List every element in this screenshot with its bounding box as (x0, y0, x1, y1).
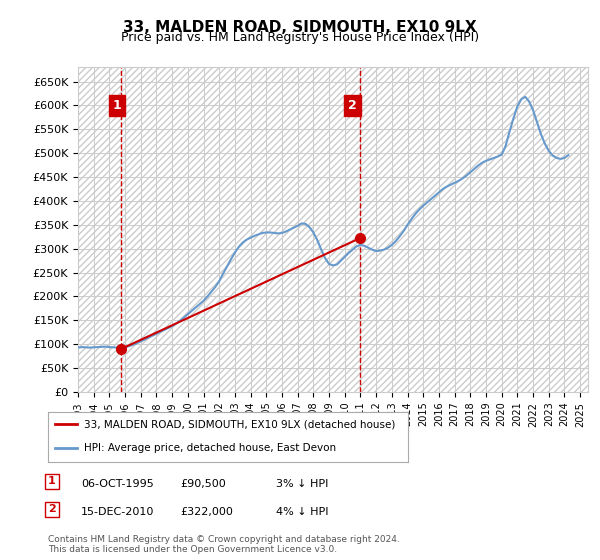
Text: 1: 1 (113, 99, 122, 112)
Text: HPI: Average price, detached house, East Devon: HPI: Average price, detached house, East… (84, 443, 336, 453)
Text: Contains HM Land Registry data © Crown copyright and database right 2024.
This d: Contains HM Land Registry data © Crown c… (48, 535, 400, 554)
Text: 1: 1 (48, 477, 56, 487)
Text: Price paid vs. HM Land Registry's House Price Index (HPI): Price paid vs. HM Land Registry's House … (121, 31, 479, 44)
Text: £322,000: £322,000 (180, 507, 233, 517)
Text: 33, MALDEN ROAD, SIDMOUTH, EX10 9LX: 33, MALDEN ROAD, SIDMOUTH, EX10 9LX (123, 20, 477, 35)
Text: 06-OCT-1995: 06-OCT-1995 (81, 479, 154, 489)
Text: 33, MALDEN ROAD, SIDMOUTH, EX10 9LX (detached house): 33, MALDEN ROAD, SIDMOUTH, EX10 9LX (det… (84, 419, 395, 429)
Text: 2: 2 (348, 99, 357, 112)
Text: 4% ↓ HPI: 4% ↓ HPI (276, 507, 329, 517)
Text: 3% ↓ HPI: 3% ↓ HPI (276, 479, 328, 489)
Text: 2: 2 (48, 505, 56, 515)
Text: 15-DEC-2010: 15-DEC-2010 (81, 507, 154, 517)
Text: £90,500: £90,500 (180, 479, 226, 489)
